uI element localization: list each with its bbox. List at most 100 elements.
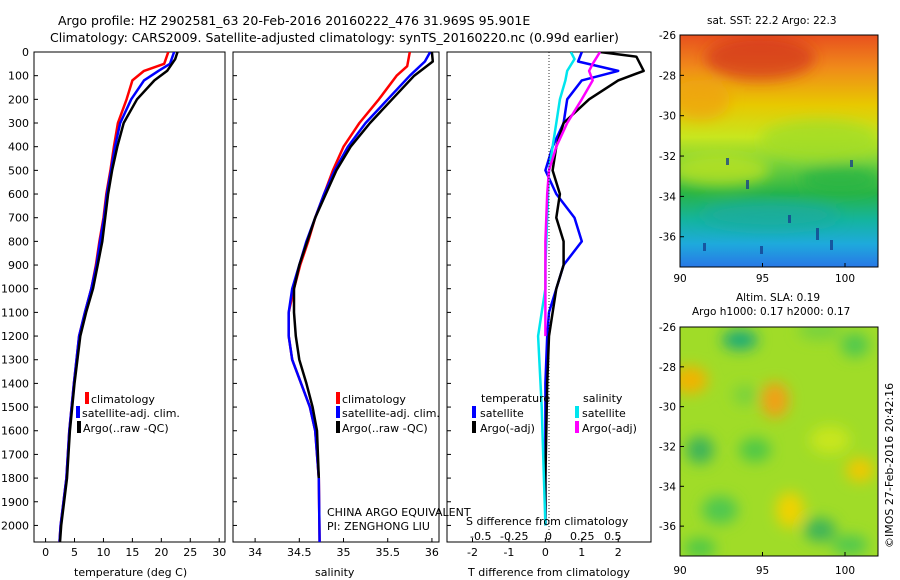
sla-map-title: Altim. SLA: 0.19 (736, 292, 820, 304)
map-y-tick-label: -30 (659, 111, 676, 123)
s-diff-tick-1: -0.25 (500, 530, 528, 543)
x-tick-label: 35 (337, 546, 351, 559)
difference-profile-lines (536, 52, 645, 526)
x-tick-label: 36 (425, 546, 439, 559)
x-tick-label: 5 (71, 546, 78, 559)
legend-label-satellite: satellite-adj. clim. (82, 407, 180, 420)
map-x-tick-label: 90 (673, 273, 686, 285)
sla-map-subtitle: Argo h1000: 0.17 h2000: 0.17 (692, 306, 850, 318)
legend-swatch-s-satellite (575, 406, 579, 418)
series-line (287, 52, 412, 542)
map-y-tick-label: -32 (659, 151, 676, 163)
legend-swatch-t-argo (472, 421, 476, 433)
map-x-tick-label: 100 (835, 273, 855, 285)
x-tick-label: 10 (96, 546, 110, 559)
x-tick-label: 20 (154, 546, 168, 559)
legend-swatch-climatology (85, 392, 89, 404)
depth-tick-label: 1100 (1, 306, 29, 319)
legend-title-salinity: salinity (583, 392, 623, 405)
x-tick-label: 34.5 (287, 546, 312, 559)
depth-tick-label: 500 (8, 164, 29, 177)
sla-map-axes: 90 95 100 -26 -28 -30 -32 -34 -36 (659, 322, 855, 577)
depth-tick-label: 800 (8, 235, 29, 248)
s-diff-tick-4: 0.5 (604, 530, 622, 543)
sst-map-title: sat. SST: 22.2 Argo: 22.3 (707, 15, 837, 27)
sla-map-image (680, 327, 878, 556)
s-diff-tick-2: 0 (545, 530, 552, 543)
x-tick-label: 1 (578, 546, 585, 559)
legend-label-argo: Argo(..raw -QC) (83, 422, 169, 435)
depth-tick-label: 900 (8, 259, 29, 272)
legend-swatch-satellite (336, 406, 340, 418)
legend-label-satellite: satellite-adj. clim. (342, 407, 440, 420)
sla-map-frame (679, 326, 879, 557)
pi-credit: PI: ZENGHONG LIU (327, 520, 430, 533)
series-line (544, 52, 645, 526)
temperature-profile-lines (58, 52, 179, 542)
series-line (58, 52, 179, 542)
legend-label-climatology: climatology (342, 393, 406, 406)
difference-plot-frame (446, 51, 652, 543)
temperature-legend: climatology satellite-adj. clim. Argo(..… (76, 392, 180, 435)
x-tick-label: 2 (615, 546, 622, 559)
x-tick-label: 34 (248, 546, 262, 559)
map-y-tick-label: -28 (659, 362, 676, 374)
sst-map-frame (679, 34, 879, 268)
depth-tick-label: 400 (8, 141, 29, 154)
series-line (292, 52, 435, 479)
series-line (287, 52, 432, 542)
x-tick-label: -2 (467, 546, 478, 559)
x-tick-label: 0 (42, 546, 49, 559)
s-diff-tick-3: 0.25 (570, 530, 595, 543)
legend-swatch-s-argo (575, 421, 579, 433)
map-x-tick-label: 90 (673, 565, 686, 577)
s-difference-axis-label: S difference from climatology (466, 515, 629, 528)
title-line-2: Climatology: CARS2009. Satellite-adjuste… (50, 30, 619, 45)
s-diff-tick-0: -0.5 (470, 530, 491, 543)
depth-tick-label: 0 (22, 46, 29, 59)
temperature-axis-label: temperature (deg C) (74, 566, 187, 579)
depth-tick-label: 1700 (1, 448, 29, 461)
x-tick-label: 35.5 (375, 546, 400, 559)
depth-tick-label: 1900 (1, 496, 29, 509)
salinity-legend: climatology satellite-adj. clim. Argo(..… (336, 392, 440, 435)
map-x-tick-label: 100 (835, 565, 855, 577)
series-line (58, 52, 170, 542)
x-tick-label: 25 (183, 546, 197, 559)
map-y-tick-label: -34 (659, 481, 676, 493)
map-x-tick-label: 95 (756, 565, 769, 577)
series-line (544, 52, 620, 526)
depth-tick-label: 100 (8, 70, 29, 83)
temperature-plot-frame (33, 51, 226, 543)
legend-label-t-satellite: satellite (480, 407, 524, 420)
legend-swatch-argo (336, 421, 340, 433)
title-line-1: Argo profile: HZ 2902581_63 20-Feb-2016 … (58, 13, 530, 28)
depth-tick-label: 1800 (1, 472, 29, 485)
salinity-x-axis: 34 34.5 35 35.5 36 (248, 538, 439, 559)
legend-swatch-t-satellite (472, 406, 476, 418)
depth-tick-label: 200 (8, 93, 29, 106)
x-tick-label: -1 (503, 546, 514, 559)
depth-tick-label: 1400 (1, 377, 29, 390)
salinity-axis-label: salinity (315, 566, 355, 579)
map-y-tick-label: -26 (659, 322, 676, 334)
imos-watermark: ©IMOS 27-Feb-2016 20:42:16 (883, 383, 896, 548)
t-difference-x-axis: -2 -1 0 1 2 (467, 538, 622, 559)
salinity-plot-frame (232, 51, 440, 543)
x-tick-label: 0 (542, 546, 549, 559)
map-y-tick-label: -36 (659, 521, 676, 533)
depth-tick-label: 300 (8, 117, 29, 130)
legend-label-climatology: climatology (91, 393, 155, 406)
temperature-x-axis: 0 5 10 15 20 25 30 (42, 538, 226, 559)
sst-map-axes: 90 95 100 -26 -28 -30 -32 -34 -36 (659, 30, 855, 285)
institution-credit: CHINA ARGO EQUIVALENT (327, 506, 471, 519)
depth-tick-label: 1200 (1, 330, 29, 343)
legend-title-temperature: temperature (481, 392, 550, 405)
legend-swatch-climatology (336, 392, 340, 404)
x-tick-label: 30 (212, 546, 226, 559)
map-x-tick-label: 95 (756, 273, 769, 285)
legend-label-s-satellite: satellite (582, 407, 626, 420)
legend-label-s-argo: Argo(-adj) (582, 422, 637, 435)
depth-tick-label: 600 (8, 188, 29, 201)
